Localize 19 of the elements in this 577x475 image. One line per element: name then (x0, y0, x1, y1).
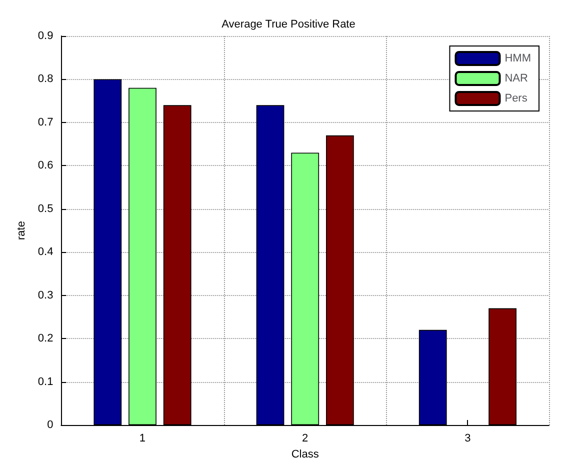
y-tick-label: 0 (47, 419, 54, 431)
x-tick-label: 3 (464, 432, 471, 444)
legend-label: Pers (504, 92, 528, 104)
y-tick-label: 0.1 (38, 376, 54, 388)
y-axis-title: rate (16, 221, 28, 240)
y-tick-label: 0.4 (38, 246, 54, 258)
x-axis-title: Class (291, 448, 320, 460)
y-tick-label: 0.8 (38, 73, 54, 86)
y-tick-label: 0.6 (38, 160, 54, 172)
legend-label: NAR (504, 72, 528, 84)
x-tick-label: 1 (139, 432, 146, 444)
x-tick-label: 2 (302, 432, 308, 444)
legend-label: HMM (504, 52, 532, 64)
y-tick-label: 0.5 (38, 202, 54, 215)
y-tick-label: 0.9 (38, 30, 54, 42)
chart-title: Average True Positive Rate (222, 18, 356, 30)
y-tick-label: 0.2 (38, 332, 54, 345)
y-tick-label: 0.7 (38, 116, 54, 128)
y-tick-label: 0.3 (38, 289, 54, 302)
